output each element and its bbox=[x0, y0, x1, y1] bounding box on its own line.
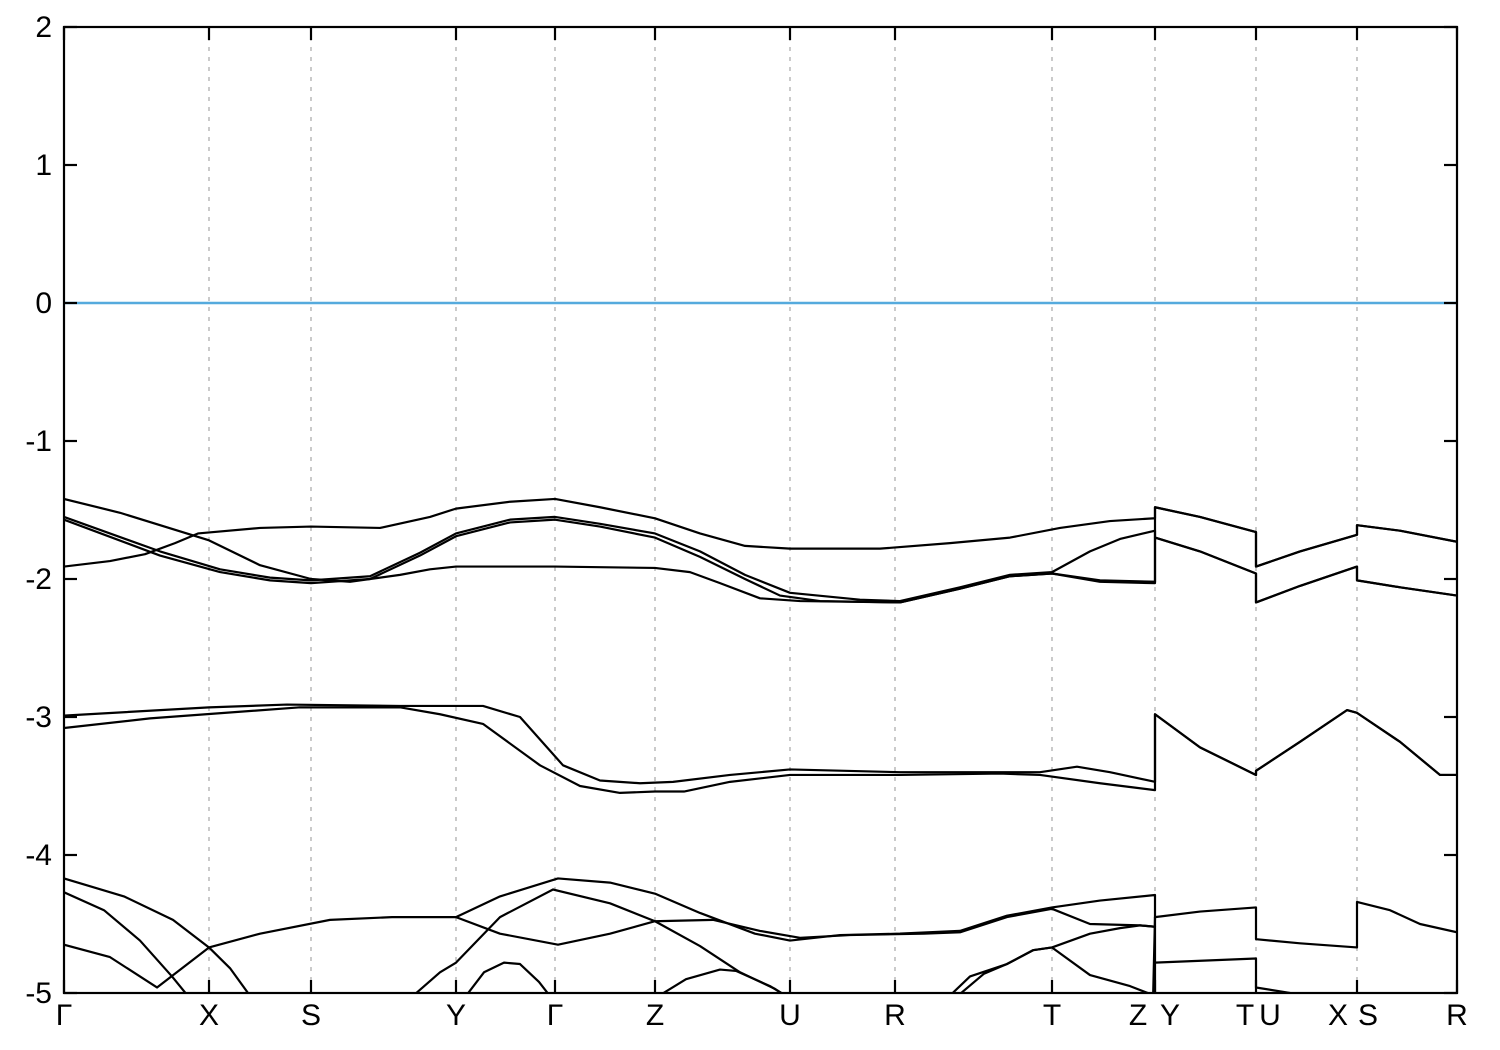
plot-border bbox=[62, 25, 1459, 995]
band-09 bbox=[64, 877, 1457, 989]
band-08 bbox=[64, 888, 1157, 993]
k-point-label: Γ bbox=[56, 999, 73, 1032]
y-axis-tick-label: 1 bbox=[35, 149, 52, 182]
k-point-label: Z bbox=[1129, 999, 1147, 1032]
k-point-label: Γ bbox=[547, 999, 564, 1032]
y-axis-tick-label: -2 bbox=[25, 563, 52, 596]
y-axis-tick-label: -1 bbox=[25, 425, 52, 458]
k-point-label: T bbox=[1236, 999, 1254, 1032]
band-01 bbox=[64, 497, 1457, 568]
y-axis-tick-label: -4 bbox=[25, 839, 52, 872]
band-07 bbox=[64, 877, 1157, 993]
band-lines bbox=[64, 497, 1457, 993]
k-point-label: R bbox=[884, 999, 906, 1032]
k-point-label: S bbox=[1358, 999, 1378, 1032]
k-point-label: X bbox=[1328, 999, 1348, 1032]
k-point-label: R bbox=[1446, 999, 1468, 1032]
axes bbox=[62, 25, 1459, 995]
gridlines bbox=[208, 27, 1358, 993]
y-axis-tick-label: 2 bbox=[35, 11, 52, 44]
k-point-label: Z bbox=[646, 999, 664, 1032]
k-point-label: Y bbox=[446, 999, 466, 1032]
axis-labels: 210-1-2-3-4-5Γ X S Y Γ Z U R T Z Y T U X S R bbox=[25, 11, 1468, 1032]
k-point-label: T bbox=[1043, 999, 1061, 1032]
k-point-label: X bbox=[199, 999, 219, 1032]
band-04 bbox=[64, 497, 1457, 604]
band-06 bbox=[64, 706, 1457, 795]
k-point-label: U bbox=[1259, 999, 1281, 1032]
band-10 bbox=[454, 907, 1294, 993]
k-point-label: U bbox=[779, 999, 801, 1032]
y-axis-tick-label: -3 bbox=[25, 701, 52, 734]
k-point-label: S bbox=[301, 999, 321, 1032]
y-axis-tick-label: -5 bbox=[25, 977, 52, 1010]
band-03 bbox=[64, 518, 1457, 604]
k-point-label: Y bbox=[1160, 999, 1180, 1032]
y-axis-tick-label: 0 bbox=[35, 287, 52, 320]
